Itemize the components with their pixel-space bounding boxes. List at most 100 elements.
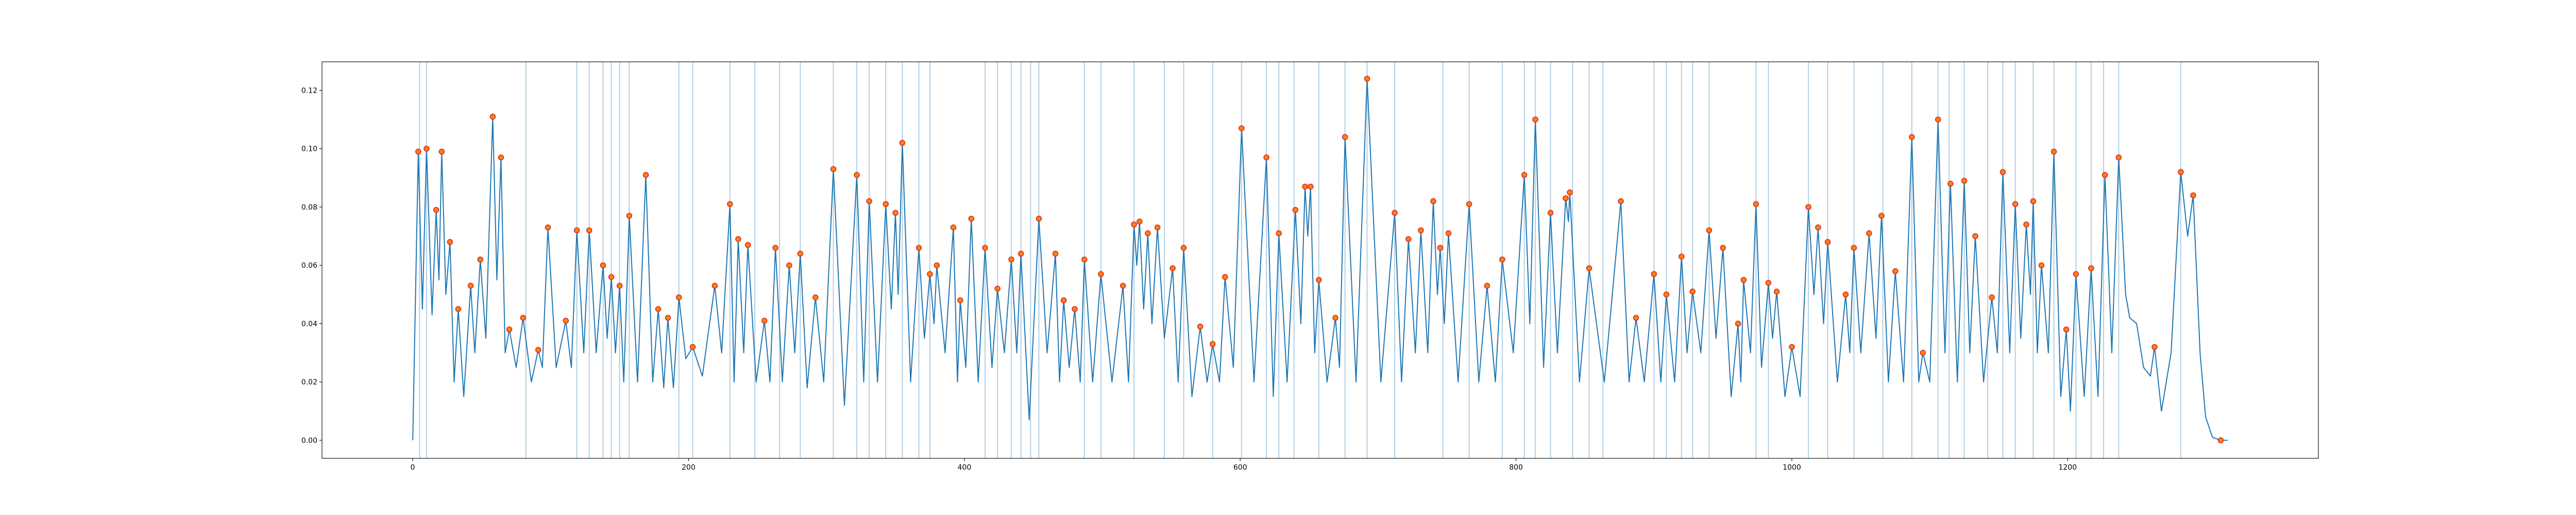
- peak-marker: [927, 271, 933, 277]
- peak-marker: [1892, 268, 1899, 274]
- peak-marker: [1072, 306, 1078, 312]
- peak-marker: [1563, 195, 1569, 201]
- peak-marker: [1180, 245, 1187, 251]
- peak-marker: [711, 283, 718, 289]
- peak-marker: [1292, 207, 1299, 213]
- peak-marker: [1909, 134, 1915, 140]
- peak-marker: [899, 140, 906, 146]
- peak-marker: [1815, 224, 1821, 231]
- peak-marker: [573, 227, 580, 233]
- peak-marker: [1209, 341, 1216, 347]
- x-tick-label: 0: [411, 464, 415, 472]
- axes-frame: [321, 61, 2319, 459]
- peak-marker: [1706, 227, 1713, 233]
- peak-marker: [1222, 274, 1228, 280]
- peak-marker: [477, 256, 484, 263]
- y-tick-label: 0.02: [301, 379, 317, 387]
- peak-marker: [489, 113, 496, 120]
- y-tick-label: 0.10: [301, 145, 317, 153]
- peak-marker: [1484, 283, 1490, 289]
- peak-marker: [786, 262, 792, 268]
- peak-marker: [1878, 213, 1885, 219]
- peak-marker: [1060, 297, 1067, 303]
- peak-marker: [1765, 280, 1772, 286]
- peak-marker: [727, 201, 733, 208]
- peak-marker: [1499, 256, 1505, 263]
- peak-marker: [1098, 271, 1104, 277]
- peak-marker: [950, 224, 957, 231]
- peak-marker: [1521, 171, 1528, 178]
- peak-marker: [892, 210, 899, 216]
- peak-marker: [1145, 230, 1151, 236]
- peak-marker: [415, 148, 421, 155]
- peak-marker: [1131, 221, 1137, 228]
- peak-marker: [498, 154, 504, 161]
- peak-marker: [642, 171, 649, 178]
- peak-marker: [1081, 256, 1088, 263]
- peak-marker: [2073, 271, 2079, 277]
- peak-marker: [1753, 201, 1759, 208]
- peak-marker: [1018, 250, 1024, 257]
- peak-marker: [1445, 230, 1452, 236]
- peak-marker: [2088, 265, 2094, 271]
- line: [412, 78, 2228, 441]
- peak-marker: [433, 207, 439, 213]
- peak-marker: [772, 245, 778, 251]
- peak-marker: [968, 215, 975, 222]
- peak-marker: [2050, 148, 2057, 155]
- peak-marker: [1651, 271, 1657, 277]
- peak-marker: [1920, 350, 1926, 356]
- peak-marker: [1789, 344, 1795, 350]
- peak-marker: [1720, 245, 1726, 251]
- y-tick-label: 0.00: [301, 437, 317, 445]
- peak-marker: [467, 283, 474, 289]
- x-tick-label: 1000: [1783, 464, 1801, 472]
- peak-marker: [455, 306, 462, 312]
- peak-marker: [2063, 327, 2070, 333]
- peak-marker: [563, 318, 569, 324]
- peak-marker: [520, 315, 527, 321]
- peak-marker: [1805, 204, 1811, 210]
- x-tick-label: 800: [1509, 464, 1523, 472]
- peak-marker: [535, 347, 541, 353]
- peak-marker: [916, 245, 922, 251]
- peak-marker: [1999, 169, 2006, 175]
- peak-marker: [1170, 265, 1176, 271]
- peak-marker: [1547, 210, 1554, 216]
- peak-marker: [608, 274, 615, 280]
- peak-marker: [1392, 210, 1398, 216]
- peak-marker: [1036, 215, 1042, 222]
- peak-marker: [1302, 183, 1308, 190]
- peak-marker: [2178, 169, 2184, 175]
- y-tick-label: 0.08: [301, 203, 317, 212]
- peak-marker: [1437, 245, 1444, 251]
- peak-marker: [1972, 233, 1978, 239]
- peak-marker: [1679, 253, 1685, 260]
- peak-marker: [982, 245, 988, 251]
- peak-marker: [1405, 236, 1412, 242]
- peak-marker: [2030, 198, 2037, 204]
- peak-marker: [1633, 315, 1639, 321]
- peak-marker: [1689, 288, 1696, 295]
- peak-marker: [2151, 344, 2158, 350]
- peak-marker: [1418, 227, 1424, 233]
- peak-marker: [1120, 283, 1126, 289]
- peak-marker: [1947, 180, 1954, 187]
- peak-marker: [1342, 134, 1348, 140]
- peak-marker: [1430, 198, 1436, 204]
- peak-marker: [626, 213, 633, 219]
- peak-marker: [2190, 192, 2196, 199]
- x-tick-label: 600: [1233, 464, 1247, 472]
- peak-marker: [1586, 265, 1592, 271]
- peak-marker: [1842, 291, 1849, 298]
- peak-marker: [1364, 76, 1370, 82]
- peak-marker: [1866, 230, 1872, 236]
- peak-marker: [1618, 198, 1624, 204]
- peak-marker: [866, 198, 872, 204]
- peak-marker: [2115, 154, 2122, 161]
- peak-marker: [1735, 320, 1741, 327]
- peak-marker: [797, 250, 804, 257]
- peak-marker: [676, 294, 682, 301]
- peak-marker: [1961, 178, 1968, 184]
